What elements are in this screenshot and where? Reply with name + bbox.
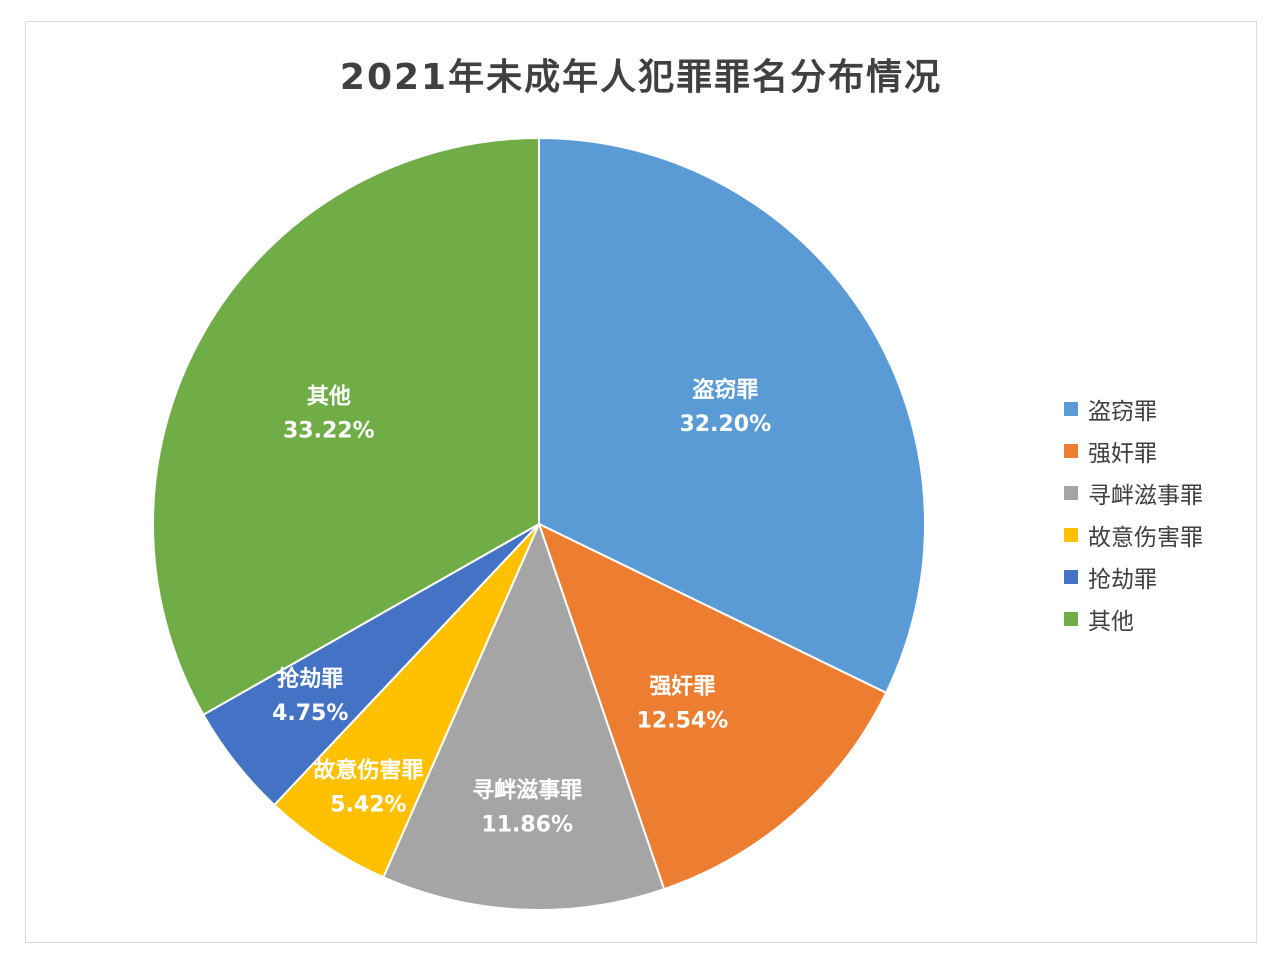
legend-item: 强奸罪	[1064, 430, 1203, 472]
legend-item: 故意伤害罪	[1064, 514, 1203, 556]
slice-label-value: 12.54%	[637, 708, 729, 733]
slice-label-name: 故意伤害罪	[313, 757, 423, 783]
legend-swatch	[1064, 486, 1078, 500]
legend-item: 抢劫罪	[1064, 556, 1203, 598]
slice-label-value: 5.42%	[330, 792, 406, 817]
chart-title: 2021年未成年人犯罪罪名分布情况	[339, 57, 943, 98]
slice-label-value: 4.75%	[272, 701, 348, 726]
legend-item: 其他	[1064, 598, 1203, 640]
slice-label-value: 32.20%	[680, 412, 772, 437]
slice-label-name: 其他	[307, 385, 351, 410]
slice-label-value: 33.22%	[283, 419, 375, 444]
legend-label: 强奸罪	[1088, 441, 1157, 467]
legend-label: 其他	[1088, 609, 1134, 635]
slice-label-value: 11.86%	[481, 813, 573, 838]
pie-slice	[382, 521, 666, 912]
chart-legend: 盗窃罪强奸罪寻衅滋事罪故意伤害罪抢劫罪其他	[1064, 388, 1203, 640]
legend-label: 寻衅滋事罪	[1088, 483, 1203, 509]
pie-slice	[537, 522, 888, 891]
legend-swatch	[1064, 612, 1078, 626]
legend-label: 故意伤害罪	[1088, 525, 1203, 551]
slice-label-name: 盗窃罪	[692, 377, 758, 403]
legend-swatch	[1064, 570, 1078, 584]
legend-swatch	[1064, 402, 1078, 416]
pie-slice	[538, 136, 926, 695]
pie-slice	[272, 523, 540, 879]
legend-swatch	[1064, 528, 1078, 542]
legend-label: 盗窃罪	[1088, 399, 1157, 425]
pie-slice	[152, 136, 540, 717]
slice-label-name: 寻衅滋事罪	[472, 778, 582, 804]
legend-item: 盗窃罪	[1064, 388, 1203, 430]
legend-label: 抢劫罪	[1088, 567, 1157, 593]
slice-label-name: 抢劫罪	[277, 666, 343, 692]
legend-swatch	[1064, 444, 1078, 458]
slice-label-name: 强奸罪	[649, 674, 715, 699]
legend-item: 寻衅滋事罪	[1064, 472, 1203, 514]
